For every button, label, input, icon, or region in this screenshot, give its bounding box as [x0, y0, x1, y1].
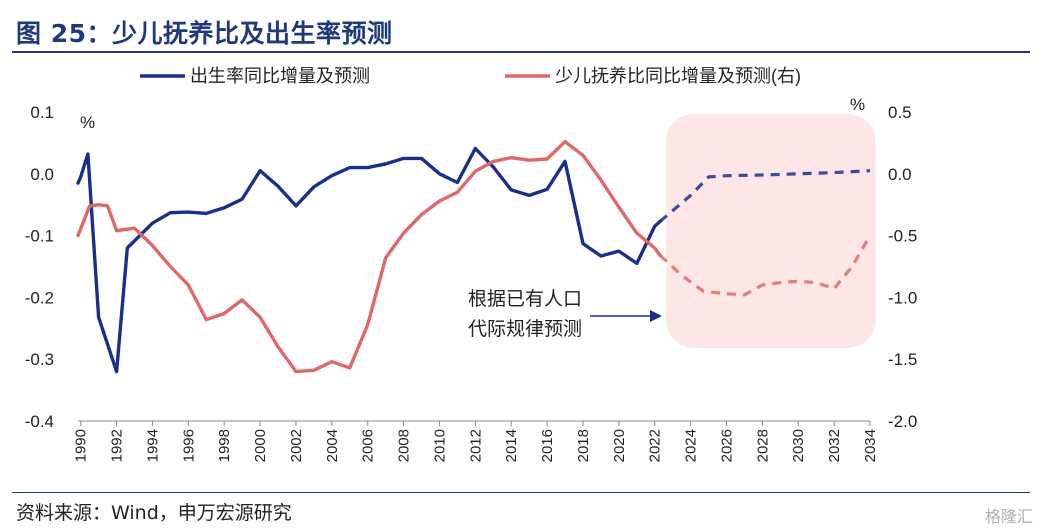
x-tick-label: 1996 [180, 429, 197, 462]
annotation-text-line: 根据已有人口 [468, 288, 582, 310]
x-tick-label: 1990 [73, 429, 90, 462]
x-tick-label: 1994 [144, 429, 161, 462]
x-tick-label: 2006 [360, 429, 377, 462]
annotation-arrow-head [650, 310, 662, 322]
legend-label-1: 出生率同比增量及预测 [190, 66, 370, 86]
series-2-forecast-line [659, 234, 872, 297]
series-1-forecast-line [659, 169, 871, 223]
title-rule [12, 51, 1030, 53]
x-tick-label: 2008 [396, 429, 413, 462]
x-tick-label: 2002 [288, 429, 305, 462]
y-left-tick-label: 0.0 [30, 165, 54, 184]
y-left-tick-label: -0.1 [25, 227, 54, 246]
legend-label-2: 少儿抚养比同比增量及预测(右) [555, 66, 801, 86]
y-left-tick-label: -0.4 [25, 412, 54, 431]
y-left-unit: % [80, 113, 95, 132]
y-right-tick-label: -0.5 [888, 227, 917, 246]
x-tick-label: 2012 [467, 429, 484, 462]
x-tick-label: 2010 [431, 429, 448, 462]
x-tick-label: 2014 [503, 429, 520, 462]
y-right-tick-label: -2.0 [888, 412, 917, 431]
x-tick-label: 2024 [683, 429, 700, 462]
forecast-region [666, 114, 876, 348]
x-tick-label: 1998 [216, 429, 233, 462]
x-tick-label: 2026 [718, 429, 735, 462]
source-rule [12, 492, 1030, 493]
x-tick-label: 2030 [790, 429, 807, 462]
y-left-tick-label: -0.2 [25, 288, 54, 307]
series-2-actual-line [76, 139, 662, 374]
y-right-tick-label: -1.5 [888, 350, 917, 369]
y-left-tick-label: -0.3 [25, 350, 54, 369]
y-right-unit: % [850, 95, 865, 114]
y-right-tick-label: 0.5 [888, 103, 912, 122]
figure-title: 图 25：少儿抚养比及出生率预测 [16, 19, 393, 48]
y-right-tick-label: -1.0 [888, 288, 917, 307]
annotation-text-line: 代际规律预测 [468, 318, 582, 340]
x-tick-label: 2020 [611, 429, 628, 462]
x-tick-label: 2032 [826, 429, 843, 462]
x-tick-label: 2028 [754, 429, 771, 462]
series-1-actual-line [76, 146, 662, 374]
source-note: 资料来源：Wind，申万宏源研究 [16, 502, 292, 524]
x-tick-label: 2016 [539, 429, 556, 462]
x-tick-label: 1992 [109, 429, 126, 462]
x-tick-label: 2018 [575, 429, 592, 462]
x-tick-label: 2000 [252, 429, 269, 462]
watermark: 格隆汇 [984, 507, 1033, 526]
y-right-tick-label: 0.0 [888, 165, 912, 184]
x-tick-label: 2004 [324, 429, 341, 462]
x-tick-label: 2034 [862, 429, 879, 462]
y-left-tick-label: 0.1 [30, 103, 54, 122]
x-tick-label: 2022 [647, 429, 664, 462]
